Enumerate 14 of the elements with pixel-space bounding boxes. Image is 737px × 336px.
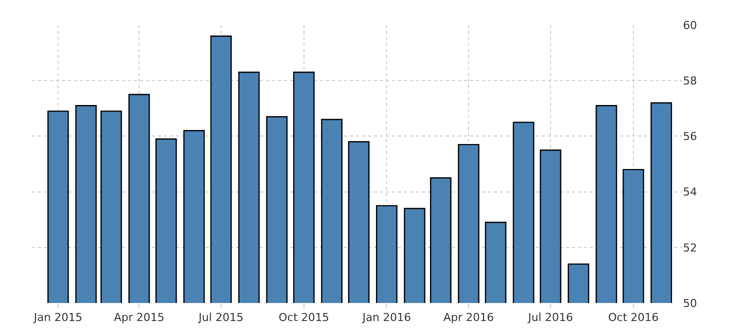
x-tick-label: Oct 2015 xyxy=(278,311,330,324)
x-tick-label: Apr 2016 xyxy=(443,311,494,324)
x-tick-label: Jul 2015 xyxy=(198,311,244,324)
y-tick-label: 52 xyxy=(683,241,697,254)
y-tick-label: 60 xyxy=(683,18,697,32)
y-tick-label: 50 xyxy=(683,296,697,310)
y-tick-label: 54 xyxy=(683,186,697,199)
y-tick-label: 56 xyxy=(683,130,697,144)
x-tick-label: Oct 2016 xyxy=(608,311,659,324)
x-tick-label: Apr 2015 xyxy=(114,311,164,324)
x-tick-label: Jan 2015 xyxy=(32,311,82,324)
x-tick-label: Jul 2016 xyxy=(527,311,573,324)
y-tick-label: 58 xyxy=(683,74,697,88)
x-tick-label: Jan 2016 xyxy=(361,311,411,324)
